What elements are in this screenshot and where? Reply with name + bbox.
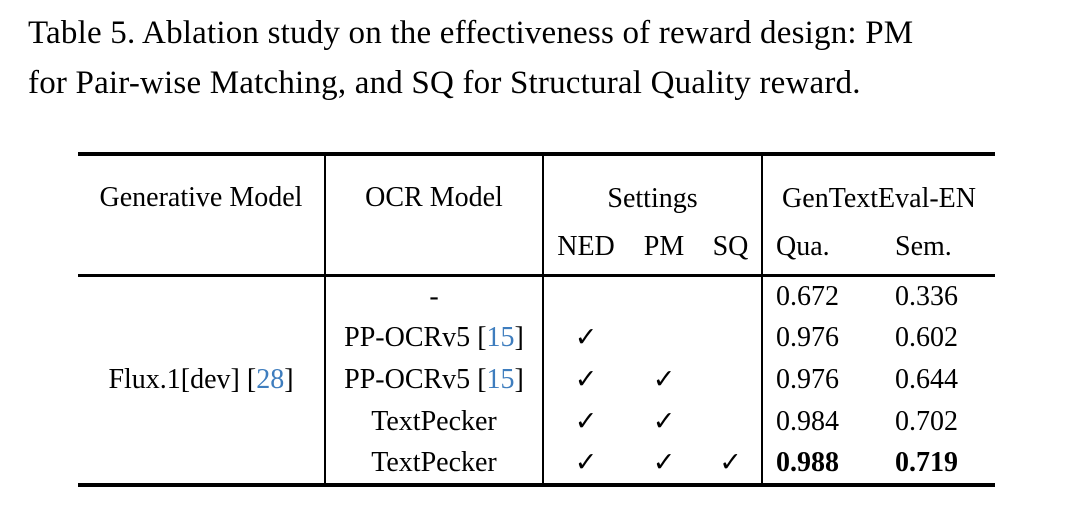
col-header-generative-model: Generative Model bbox=[99, 181, 303, 213]
cell-qua-value: 0.984 bbox=[761, 401, 883, 443]
citation-bracket: [ bbox=[470, 322, 487, 353]
citation-bracket: [ bbox=[239, 363, 257, 395]
cell-sq-check bbox=[700, 401, 762, 443]
cell-ned-check: ✓ bbox=[542, 317, 628, 359]
cell-pm-check: ✓ bbox=[628, 443, 700, 485]
ocr-model-label: - bbox=[429, 280, 439, 312]
cell-sq-check bbox=[700, 317, 762, 359]
cell-ned-check bbox=[542, 273, 628, 317]
cell-sem-value: 0.644 bbox=[895, 364, 959, 395]
table-body: Flux.1[dev] [28] - 0.672 0.336 PP-OCRv5 … bbox=[78, 273, 996, 485]
generative-model-label: Flux.1[dev] bbox=[108, 363, 240, 395]
cell-ned-check: ✓ bbox=[542, 359, 628, 401]
cell-sem-value: 0.602 bbox=[895, 322, 959, 353]
cell-ocr-model: PP-OCRv5 [15] bbox=[324, 359, 543, 401]
header-row-subcolumns: NED PM SQ Qua. Sem. bbox=[78, 220, 995, 275]
cell-qua-value: 0.672 bbox=[761, 273, 883, 317]
caption-line-2: for Pair-wise Matching, and SQ for Struc… bbox=[28, 65, 861, 101]
cell-qua-value: 0.976 bbox=[761, 359, 883, 401]
cell-sem-value: 0.719 bbox=[895, 447, 959, 478]
ablation-table-container: Generative Model OCR Model Settings GenT… bbox=[78, 152, 996, 487]
table-row: PP-OCRv5 [15] ✓ ✓ 0.976 0.644 bbox=[78, 359, 995, 401]
cell-sq-check bbox=[700, 273, 763, 317]
checkmark-icon: ✓ bbox=[574, 322, 598, 352]
checkmark-icon: ✓ bbox=[574, 364, 598, 394]
cell-pm-check bbox=[628, 273, 700, 317]
cell-ned-check: ✓ bbox=[542, 443, 628, 485]
table-row: PP-OCRv5 [15] ✓ 0.976 0.602 bbox=[78, 317, 995, 359]
cell-pm-check: ✓ bbox=[628, 401, 700, 443]
eval-group-label: GenTextEval-EN bbox=[782, 183, 977, 214]
col-header-ocr-model: OCR Model bbox=[324, 154, 543, 275]
citation-bracket: ] bbox=[514, 322, 524, 353]
checkmark-icon: ✓ bbox=[652, 406, 676, 436]
citation-link[interactable]: 15 bbox=[486, 364, 515, 395]
cell-sq-check bbox=[700, 359, 762, 401]
ablation-table: Generative Model OCR Model Settings GenT… bbox=[78, 152, 996, 487]
header-row-groups: Generative Model OCR Model Settings GenT… bbox=[78, 154, 996, 275]
citation-link[interactable]: 28 bbox=[256, 363, 285, 395]
cell-pm-check: ✓ bbox=[628, 359, 700, 401]
col-group-settings: Settings bbox=[541, 154, 763, 220]
citation-bracket: ] bbox=[514, 364, 524, 395]
table-row: Flux.1[dev] [28] - 0.672 0.336 bbox=[78, 273, 996, 485]
ocr-model-label: TextPecker bbox=[371, 447, 497, 478]
cell-generative-model: Flux.1[dev] [28] bbox=[78, 273, 325, 485]
ocr-model-label: TextPecker bbox=[371, 406, 497, 437]
cell-ned-check: ✓ bbox=[542, 401, 628, 443]
cell-ocr-model: TextPecker bbox=[324, 443, 543, 485]
citation-bracket: [ bbox=[470, 364, 487, 395]
cell-ocr-model: TextPecker bbox=[324, 401, 543, 443]
col-header-pm: PM bbox=[643, 230, 685, 262]
caption-line-1: Table 5. Ablation study on the effective… bbox=[28, 15, 914, 51]
table-header: Generative Model OCR Model Settings GenT… bbox=[78, 154, 996, 275]
checkmark-icon: ✓ bbox=[574, 447, 598, 477]
cell-sem-value: 0.702 bbox=[895, 406, 959, 437]
checkmark-icon: ✓ bbox=[652, 447, 676, 477]
cell-sq-check: ✓ bbox=[700, 443, 762, 485]
col-header-sem: Sem. bbox=[895, 230, 952, 262]
ocr-model-label: PP-OCRv5 bbox=[344, 322, 471, 353]
cell-sem-value: 0.336 bbox=[882, 273, 996, 317]
citation-link[interactable]: 15 bbox=[486, 322, 515, 353]
table-caption: Table 5. Ablation study on the effective… bbox=[28, 8, 1062, 108]
table-row: TextPecker ✓ ✓ 0.984 0.702 bbox=[78, 401, 995, 443]
citation-bracket: ] bbox=[284, 363, 294, 395]
col-header-qua: Qua. bbox=[761, 220, 883, 275]
settings-group-label: Settings bbox=[607, 183, 698, 214]
ocr-model-label: PP-OCRv5 bbox=[344, 364, 471, 395]
cell-qua-value: 0.976 bbox=[761, 317, 883, 359]
checkmark-icon: ✓ bbox=[574, 406, 598, 436]
cell-pm-check bbox=[628, 317, 700, 359]
col-group-gentexteval-en: GenTextEval-EN bbox=[761, 154, 996, 220]
col-header-sq: SQ bbox=[712, 230, 749, 262]
cell-ocr-model: PP-OCRv5 [15] bbox=[324, 317, 543, 359]
cell-ocr-model: - bbox=[324, 273, 543, 317]
checkmark-icon: ✓ bbox=[719, 447, 742, 477]
cell-qua-value: 0.988 bbox=[761, 443, 883, 485]
checkmark-icon: ✓ bbox=[652, 364, 676, 394]
table-row: TextPecker ✓ ✓ ✓ 0.988 0.719 bbox=[78, 443, 995, 485]
col-header-ned: NED bbox=[542, 220, 628, 275]
